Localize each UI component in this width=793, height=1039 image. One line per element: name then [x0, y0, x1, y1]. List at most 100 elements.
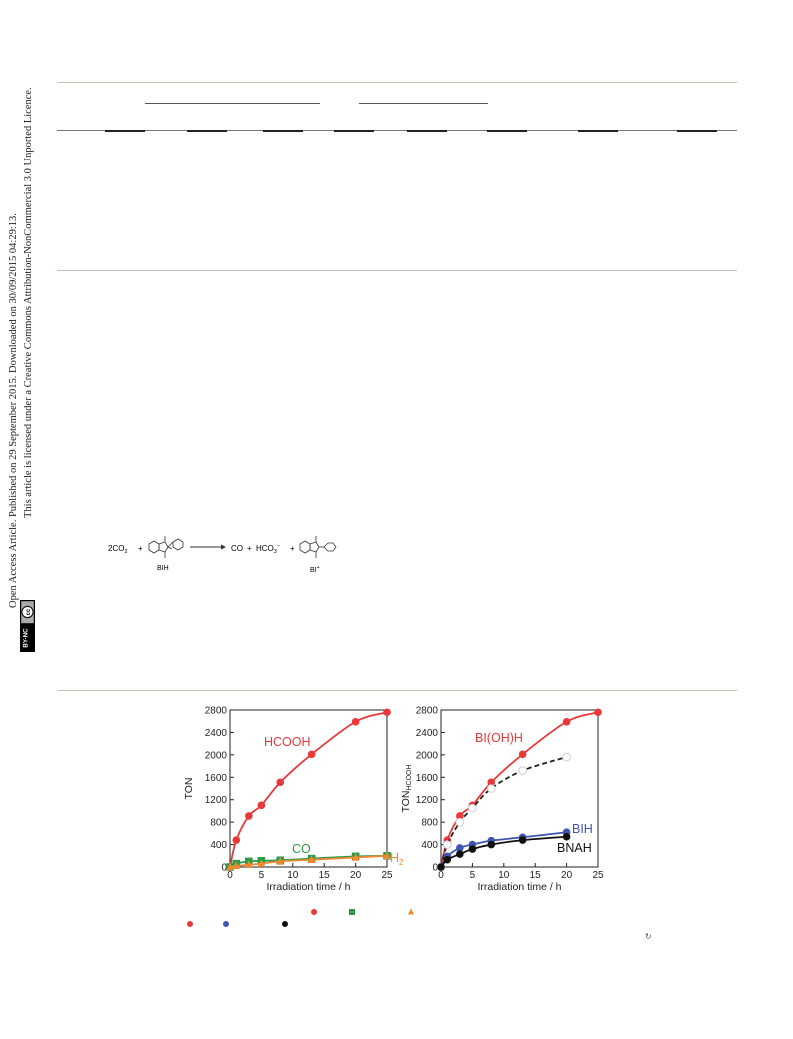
data-point — [487, 778, 496, 787]
data-point — [562, 717, 571, 726]
series-label: BIH — [572, 822, 593, 836]
data-point — [437, 863, 445, 871]
series-label: HCOOH — [264, 735, 311, 749]
scheme-bih-label: BIH — [157, 565, 169, 572]
header-segment-4 — [334, 130, 374, 132]
data-point — [562, 832, 571, 841]
x-axis-label: Irradiation time / h — [477, 881, 561, 893]
table-top-rule — [57, 82, 737, 83]
caption-marker-row — [187, 908, 414, 927]
data-point — [307, 750, 316, 759]
bih-structure-icon — [148, 536, 184, 558]
x-tick-label: 15 — [530, 870, 542, 881]
data-point — [443, 855, 452, 864]
scheme-plus-1: + — [138, 544, 143, 553]
scheme-product-bicarbonate: HCO3− — [256, 543, 280, 555]
y-tick-label: 800 — [421, 818, 438, 829]
x-tick-label: 5 — [259, 870, 265, 881]
header-segment-5 — [407, 130, 447, 132]
data-point — [226, 862, 234, 871]
data-point — [456, 844, 464, 852]
y-tick-label: 400 — [421, 840, 438, 851]
y-tick-label: 1600 — [416, 773, 439, 784]
cc-by-nc-badge-icon[interactable]: cc BY-NC — [20, 600, 35, 652]
x-tick-label: 5 — [470, 870, 476, 881]
reaction-scheme: 2CO2 + BIH CO + HCO3− + BI+ — [108, 536, 337, 574]
bi-cation-structure-icon — [299, 536, 337, 558]
x-tick-label: 20 — [561, 870, 573, 881]
x-tick-label: 10 — [287, 870, 299, 881]
y-tick-label: 2400 — [416, 728, 439, 739]
caption-marker — [282, 921, 288, 927]
x-tick-label: 10 — [498, 870, 510, 881]
data-point — [562, 752, 571, 762]
data-point — [486, 784, 496, 793]
scheme-plus-3: + — [290, 544, 295, 553]
license-sidebar: Open Access Article. Published on 29 Sep… — [0, 0, 48, 1039]
caption-marker — [187, 921, 193, 927]
data-point — [487, 840, 496, 849]
column-group-rule-2 — [359, 103, 488, 104]
x-tick-label: 0 — [438, 870, 444, 881]
y-tick-label: 2800 — [205, 706, 228, 717]
x-axis-label: Irradiation time / h — [266, 881, 350, 893]
data-point — [351, 717, 360, 726]
caption-marker — [349, 909, 355, 915]
y-tick-label: 800 — [210, 818, 227, 829]
data-point — [245, 812, 253, 820]
y-tick-label: 400 — [210, 840, 227, 851]
publication-notice: Open Access Article. Published on 29 Sep… — [8, 213, 19, 608]
x-tick-label: 25 — [381, 870, 393, 881]
section-rule — [57, 690, 737, 691]
data-point — [456, 850, 464, 858]
data-point — [455, 817, 465, 827]
data-point — [456, 812, 464, 820]
data-point — [351, 853, 360, 861]
y-axis-label: TONHCOOH — [400, 764, 413, 812]
column-group-rule-1 — [145, 103, 320, 104]
y-tick-label: 0 — [432, 863, 438, 874]
data-point — [307, 855, 316, 864]
scheme-plus-2: + — [247, 544, 252, 553]
x-tick-label: 15 — [319, 870, 331, 881]
y-axis-label: TON — [183, 778, 195, 800]
y-tick-label: 1200 — [416, 795, 439, 806]
license-notice[interactable]: This article is licensed under a Creativ… — [23, 87, 34, 518]
data-point — [518, 766, 527, 775]
cc-badge-text: cc — [26, 608, 32, 615]
y-tick-label: 2800 — [416, 706, 439, 717]
header-segment-1 — [105, 130, 145, 132]
scheme-reactant: 2CO2 — [108, 544, 128, 555]
y-tick-label: 2400 — [205, 728, 228, 739]
header-segment-8 — [677, 130, 717, 132]
y-tick-label: 0 — [221, 863, 227, 874]
data-point — [468, 803, 477, 813]
table-bottom-rule — [57, 270, 737, 271]
chart-ton-hcooh-vs-time: 0 400 800 1200 1600 2000 2400 2800 0 5 10 15 20 25 Irr… — [400, 706, 604, 894]
header-segment-3 — [263, 130, 303, 132]
y-tick-label: 1600 — [205, 773, 228, 784]
data-point — [442, 840, 452, 849]
refresh-icon[interactable]: ↻ — [645, 932, 652, 941]
data-point — [383, 851, 391, 860]
x-tick-label: 25 — [592, 870, 604, 881]
data-point — [276, 778, 285, 787]
y-tick-label: 1200 — [205, 795, 228, 806]
caption-marker — [223, 921, 229, 927]
data-point — [594, 708, 602, 717]
series-label-sub: 2 — [399, 858, 404, 867]
table-header-rule — [57, 130, 737, 131]
scheme-product-co: CO — [231, 544, 243, 553]
y-tick-label: 2000 — [416, 750, 439, 761]
header-segment-7 — [578, 130, 618, 132]
data-point — [245, 860, 253, 869]
plot-frame — [229, 709, 388, 868]
data-point — [468, 845, 477, 853]
caption-marker — [408, 908, 414, 915]
scheme-bi-cation-label: BI+ — [310, 565, 320, 574]
data-point — [518, 750, 527, 759]
series-label: BI(OH)H — [475, 731, 523, 745]
reaction-arrow-icon — [190, 544, 226, 550]
x-tick-label: 20 — [350, 870, 362, 881]
cc-badge-label: BY-NC — [23, 628, 30, 648]
